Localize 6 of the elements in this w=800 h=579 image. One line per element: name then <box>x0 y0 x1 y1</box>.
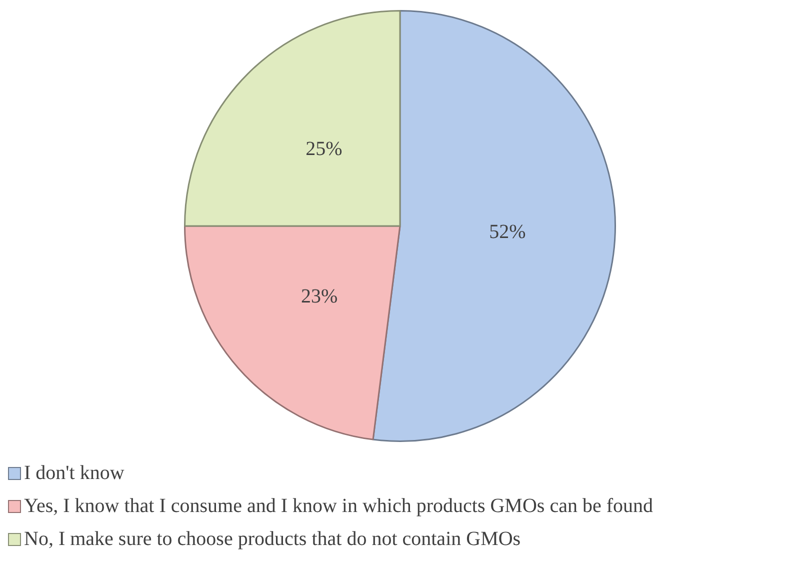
legend-label: Yes, I know that I consume and I know in which products GMOs can be found <box>24 495 653 518</box>
data-label: 25% <box>306 138 342 160</box>
data-label: 23% <box>300 285 338 308</box>
data-label: 52% <box>489 221 526 244</box>
legend-label: I don't know <box>24 462 124 485</box>
legend-label: No, I make sure to choose products that do not contain GMOs <box>24 528 521 551</box>
